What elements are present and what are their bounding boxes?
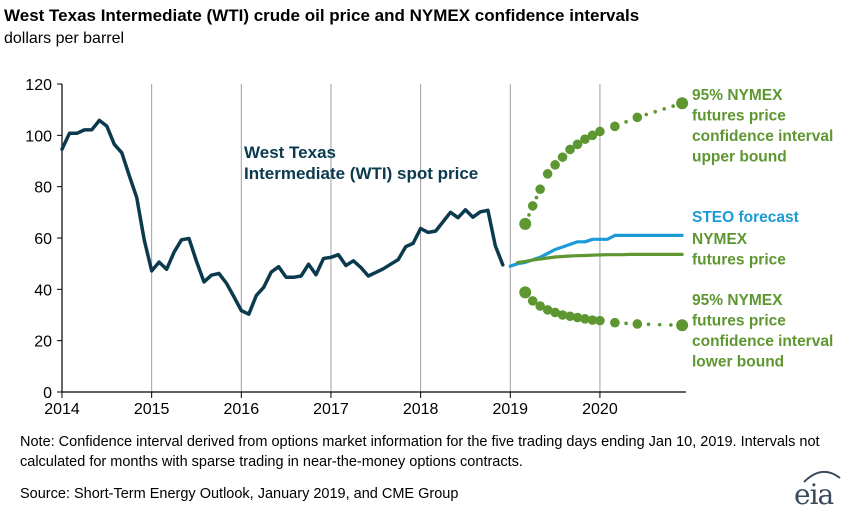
series-point-95-nymex-futures-price-confidence-interval-upper-bound xyxy=(632,112,643,123)
x-tick-label-2020: 2020 xyxy=(582,401,618,418)
series-connector-95-nymex-futures-price-confidence-interval-upper-bound xyxy=(624,120,628,124)
series-connector-95-nymex-futures-price-confidence-interval-upper-bound xyxy=(662,107,666,111)
series-point-95-nymex-futures-price-confidence-interval-lower-bound xyxy=(587,315,598,325)
series-point-95-nymex-futures-price-confidence-interval-upper-bound xyxy=(572,139,583,150)
series-label-line: 95% NYMEX xyxy=(692,87,783,104)
series-connector-95-nymex-futures-price-confidence-interval-upper-bound xyxy=(653,109,658,114)
series-label-steo-forecast: STEO forecast xyxy=(692,209,799,226)
x-tick-label-2018: 2018 xyxy=(403,401,439,418)
series-label-line: confidence interval xyxy=(692,128,833,145)
series-point-95-nymex-futures-price-confidence-interval-lower-bound xyxy=(595,315,605,326)
chart-note: Note: Confidence interval derived from o… xyxy=(20,434,820,470)
series-point-95-nymex-futures-price-confidence-interval-upper-bound xyxy=(557,152,568,162)
series-point-95-nymex-futures-price-confidence-interval-upper-bound xyxy=(527,201,538,211)
series-line-west-texas-intermediate-wti-spot-price xyxy=(60,118,505,316)
series-connector-95-nymex-futures-price-confidence-interval-upper-bound xyxy=(644,112,649,117)
series-point-95-nymex-futures-price-confidence-interval-lower-bound xyxy=(527,296,538,306)
series-point-95-nymex-futures-price-confidence-interval-upper-bound xyxy=(542,169,553,179)
series-point-95-nymex-futures-price-confidence-interval-lower-bound xyxy=(572,312,583,323)
series-label-line: upper bound xyxy=(692,149,787,166)
logo-arc-icon xyxy=(803,471,841,483)
series-label-line: 95% NYMEX xyxy=(692,292,783,309)
series-connector-95-nymex-futures-price-confidence-interval-lower-bound xyxy=(624,321,628,326)
series-line-steo-forecast xyxy=(508,233,684,268)
series-label-95-nymex-futures-price-confidence-interval-lower-bound: 95% NYMEX futures price confidence interva… xyxy=(692,292,833,371)
series-point-95-nymex-futures-price-confidence-interval-upper-bound xyxy=(610,121,620,132)
series-label-west-texas-intermediate-wti-spot-price: West Texas Intermediate (WTI) spot price xyxy=(244,143,478,183)
y-tick-label-60: 60 xyxy=(34,231,52,248)
series-point-95-nymex-futures-price-confidence-interval-lower-bound xyxy=(632,319,643,329)
series-label-line: West Texas xyxy=(244,143,336,162)
series-line-nymex-futures-price xyxy=(516,252,684,264)
series-point-95-nymex-futures-price-confidence-interval-upper-bound xyxy=(580,134,590,144)
series-point-95-nymex-futures-price-confidence-interval-lower-bound xyxy=(610,317,620,328)
y-tick-label-120: 120 xyxy=(25,77,52,94)
series-label-line: STEO forecast xyxy=(692,209,799,226)
y-tick-label-20: 20 xyxy=(34,334,52,351)
series-connector-95-nymex-futures-price-confidence-interval-lower-bound xyxy=(657,322,662,327)
series-connector-95-nymex-futures-price-confidence-interval-lower-bound xyxy=(669,323,673,327)
series-point-95-nymex-futures-price-confidence-interval-upper-bound xyxy=(565,144,575,155)
eia-logo: eia xyxy=(790,470,850,512)
series-connector-95-nymex-futures-price-confidence-interval-lower-bound xyxy=(646,322,651,327)
y-tick-label-40: 40 xyxy=(34,282,52,299)
series-point-95-nymex-futures-price-confidence-interval-lower-bound xyxy=(676,319,689,332)
series-point-95-nymex-futures-price-confidence-interval-upper-bound xyxy=(535,184,545,195)
y-tick-label-100: 100 xyxy=(25,128,52,145)
series-label-line: futures price xyxy=(692,252,786,269)
x-tick-label-2014: 2014 xyxy=(44,401,80,418)
series-point-95-nymex-futures-price-confidence-interval-upper-bound xyxy=(595,126,605,137)
x-tick-label-2019: 2019 xyxy=(492,401,528,418)
x-tick-label-2017: 2017 xyxy=(313,401,349,418)
eia-logo-text: eia xyxy=(794,478,834,511)
series-label-line: futures price xyxy=(692,108,786,125)
series-point-95-nymex-futures-price-confidence-interval-lower-bound xyxy=(550,307,560,318)
series-label-line: futures price xyxy=(692,313,786,330)
series-connector-95-nymex-futures-price-confidence-interval-upper-bound xyxy=(534,195,539,200)
series-label-nymex-futures-price: NYMEX futures price xyxy=(692,231,786,269)
series-point-95-nymex-futures-price-confidence-interval-upper-bound xyxy=(676,97,689,110)
series-labels: West Texas Intermediate (WTI) spot price 9… xyxy=(244,87,833,371)
x-tick-label-2016: 2016 xyxy=(224,401,260,418)
chart-source: Source: Short-Term Energy Outlook, Janua… xyxy=(20,486,459,502)
series-point-95-nymex-futures-price-confidence-interval-lower-bound xyxy=(580,314,590,324)
series-label-line: NYMEX xyxy=(692,231,748,248)
series-point-95-nymex-futures-price-confidence-interval-lower-bound xyxy=(535,301,545,311)
series-connector-95-nymex-futures-price-confidence-interval-upper-bound xyxy=(671,104,675,108)
series-layer xyxy=(60,97,689,332)
series-point-95-nymex-futures-price-confidence-interval-upper-bound xyxy=(519,217,532,230)
series-label-95-nymex-futures-price-confidence-interval-upper-bound: 95% NYMEX futures price confidence interva… xyxy=(692,87,833,166)
axes: 2014 2015 2016 2017 2018 2019 2020 0 20 40 60 80 100… xyxy=(25,77,686,418)
series-point-95-nymex-futures-price-confidence-interval-lower-bound xyxy=(542,305,553,315)
series-point-95-nymex-futures-price-confidence-interval-upper-bound xyxy=(550,160,560,170)
x-tick-label-2015: 2015 xyxy=(134,401,170,418)
chart-title: West Texas Intermediate (WTI) crude oil … xyxy=(4,6,640,25)
series-label-line: lower bound xyxy=(692,354,784,371)
series-label-line: confidence interval xyxy=(692,333,833,350)
series-connector-95-nymex-futures-price-confidence-interval-upper-bound xyxy=(527,213,531,217)
series-label-line: Intermediate (WTI) spot price xyxy=(244,164,478,183)
series-point-95-nymex-futures-price-confidence-interval-lower-bound xyxy=(519,286,532,299)
y-tick-label-0: 0 xyxy=(43,385,52,402)
chart-subtitle: dollars per barrel xyxy=(4,30,125,47)
y-tick-label-80: 80 xyxy=(34,180,52,197)
series-point-95-nymex-futures-price-confidence-interval-lower-bound xyxy=(565,311,575,322)
gridlines xyxy=(151,84,601,392)
series-point-95-nymex-futures-price-confidence-interval-upper-bound xyxy=(587,130,598,141)
series-point-95-nymex-futures-price-confidence-interval-lower-bound xyxy=(557,310,568,320)
